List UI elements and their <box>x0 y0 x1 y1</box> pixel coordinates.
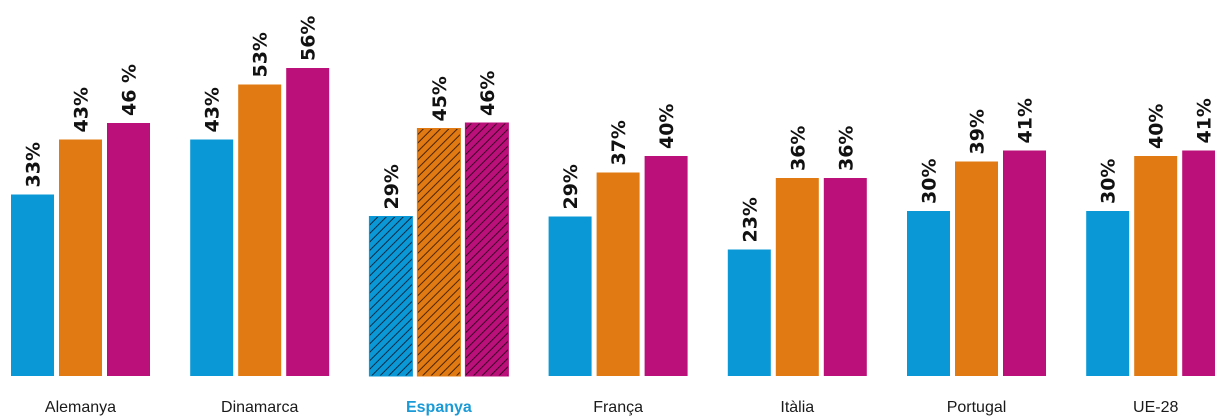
bars-layer <box>11 68 1215 377</box>
bar-Itàlia-series-2 <box>775 178 819 376</box>
value-label-UE-28-series-2: 40% <box>1146 104 1168 149</box>
bar-Portugal-series-1 <box>907 211 950 376</box>
bar-Espanya-series-1 <box>368 216 413 377</box>
value-label-UE-28-series-3: 41% <box>1194 98 1215 143</box>
category-label-França: França <box>593 399 643 416</box>
bar-UE-28-series-2 <box>1134 156 1178 376</box>
value-label-UE-28-series-1: 30% <box>1098 159 1120 204</box>
value-label-Espanya-series-1: 29% <box>381 164 403 209</box>
value-label-Alemanya-series-2: 43% <box>71 87 93 132</box>
bar-Alemanya-series-3 <box>107 123 150 376</box>
bar-UE-28-series-3 <box>1182 150 1215 376</box>
value-label-Dinamarca-series-1: 43% <box>202 87 224 132</box>
bar-França-series-1 <box>548 216 592 376</box>
value-label-Portugal-series-3: 41% <box>1015 98 1037 143</box>
value-label-Dinamarca-series-3: 56% <box>298 16 320 61</box>
value-label-Itàlia-series-2: 36% <box>787 126 809 171</box>
value-label-Alemanya-series-1: 33% <box>23 142 45 187</box>
value-label-Portugal-series-1: 30% <box>919 159 941 204</box>
value-label-Espanya-series-3: 46% <box>477 71 499 116</box>
bar-Alemanya-series-2 <box>59 139 102 376</box>
category-labels-layer: Alemanya Dinamarca Espanya França Itàlia Port… <box>45 399 1179 416</box>
bar-Itàlia-series-3 <box>823 178 867 376</box>
value-label-Alemanya-series-3: 46 % <box>119 64 141 116</box>
bar-Dinamarca-series-2 <box>238 84 282 376</box>
bar-França-series-2 <box>596 172 640 376</box>
bar-França-series-3 <box>644 156 688 376</box>
bar-Alemanya-series-1 <box>11 194 54 376</box>
value-label-Itàlia-series-3: 36% <box>835 126 857 171</box>
value-label-Dinamarca-series-2: 53% <box>250 32 272 77</box>
value-label-França-series-3: 40% <box>656 104 678 149</box>
bar-Dinamarca-series-1 <box>190 139 234 376</box>
bar-Dinamarca-series-3 <box>286 68 330 376</box>
bar-Portugal-series-3 <box>1003 150 1046 376</box>
bar-Itàlia-series-1 <box>727 249 771 376</box>
value-label-França-series-1: 29% <box>560 164 582 209</box>
category-label-UE-28: UE-28 <box>1133 399 1178 416</box>
value-label-França-series-2: 37% <box>608 120 630 165</box>
category-label-Itàlia: Itàlia <box>780 399 814 416</box>
value-labels-layer: 33% 43% 46 % 43% 53% 56% 29% 45% 46% 29% 37% 40% 23%… <box>23 16 1215 243</box>
category-label-Alemanya: Alemanya <box>45 399 116 416</box>
bar-Portugal-series-2 <box>955 161 998 376</box>
category-label-Espanya: Espanya <box>406 399 472 416</box>
value-label-Itàlia-series-1: 23% <box>739 197 761 242</box>
value-label-Espanya-series-2: 45% <box>429 76 451 121</box>
category-label-Dinamarca: Dinamarca <box>221 399 298 416</box>
bar-UE-28-series-1 <box>1086 211 1130 376</box>
category-label-Portugal: Portugal <box>947 399 1007 416</box>
value-label-Portugal-series-2: 39% <box>967 109 989 154</box>
bar-Espanya-series-2 <box>416 128 461 377</box>
bar-Espanya-series-3 <box>464 122 509 377</box>
